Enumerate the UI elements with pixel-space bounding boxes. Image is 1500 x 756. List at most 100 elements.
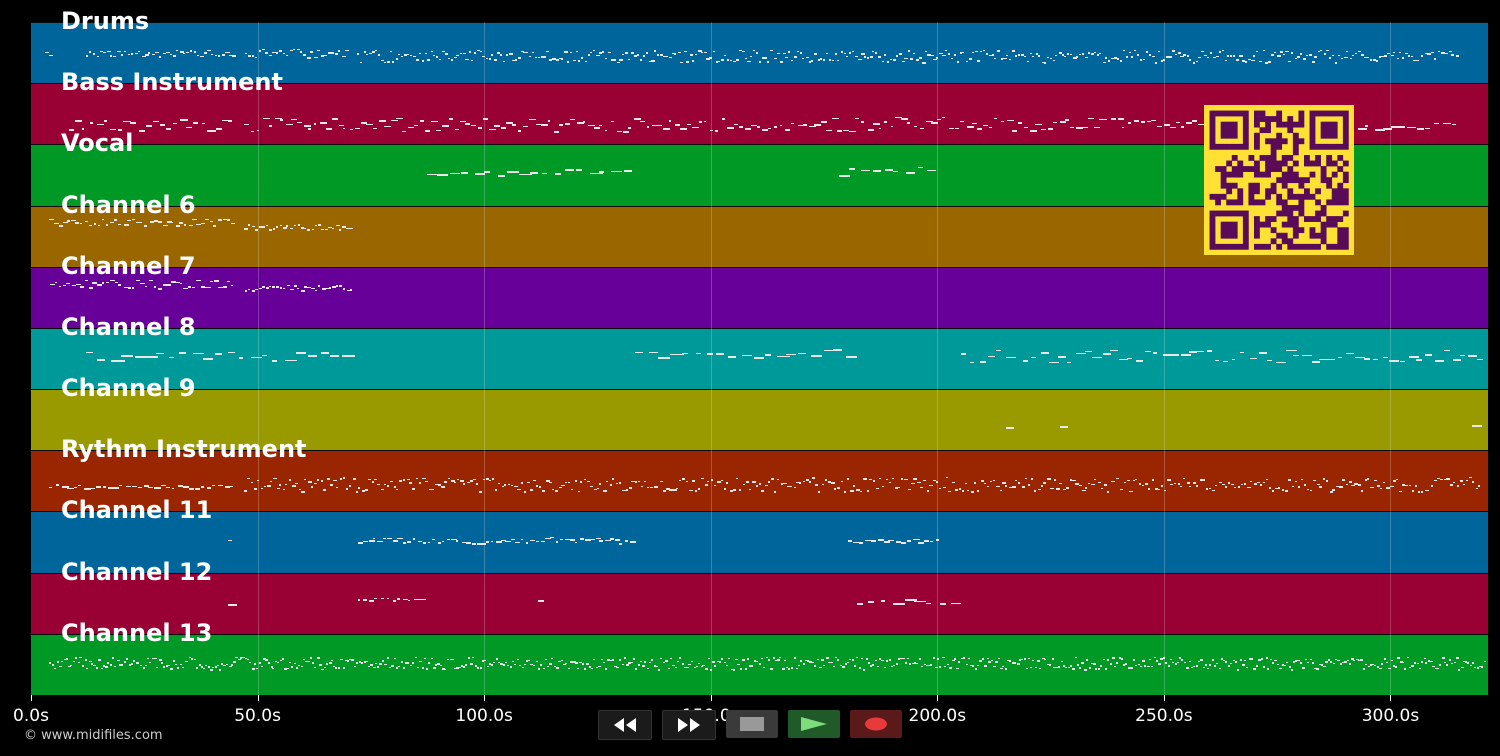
note <box>491 478 495 481</box>
track-11[interactable]: Channel 13 <box>31 621 1488 695</box>
track-10[interactable]: Channel 12 <box>31 560 1488 634</box>
note <box>97 224 101 226</box>
note <box>1280 50 1283 53</box>
note <box>412 487 416 490</box>
note <box>1067 361 1071 363</box>
note <box>147 486 153 488</box>
track-9[interactable]: Channel 11 <box>31 498 1488 573</box>
note <box>1418 668 1421 670</box>
note <box>827 661 831 663</box>
note <box>1049 58 1052 60</box>
note <box>1430 661 1433 663</box>
note <box>1207 57 1210 59</box>
note <box>870 540 877 543</box>
note <box>148 52 151 55</box>
note <box>1300 53 1303 56</box>
note <box>1285 51 1289 53</box>
note <box>258 287 262 289</box>
note <box>153 286 156 289</box>
note <box>539 664 542 667</box>
track-1[interactable]: Drums <box>31 9 1488 84</box>
note <box>1435 667 1438 669</box>
note <box>1370 59 1373 62</box>
track-6[interactable]: Channel 8 <box>31 315 1488 390</box>
note <box>1172 353 1179 356</box>
note <box>702 664 706 666</box>
note <box>1063 489 1067 491</box>
track-8[interactable]: Rythm Instrument <box>31 437 1488 512</box>
note <box>328 287 331 290</box>
note <box>881 486 884 488</box>
note <box>450 59 453 62</box>
note <box>956 668 959 670</box>
note <box>228 604 238 607</box>
note <box>867 128 874 131</box>
note <box>949 667 952 670</box>
note <box>474 665 477 667</box>
note <box>741 354 753 356</box>
note <box>555 666 559 669</box>
note <box>884 121 888 124</box>
tick-mark <box>31 695 32 701</box>
note <box>93 665 96 667</box>
note <box>1230 663 1233 665</box>
note <box>726 481 729 484</box>
note <box>735 659 738 661</box>
note <box>214 280 219 283</box>
note <box>1357 128 1367 131</box>
note <box>542 489 546 492</box>
track-5[interactable]: Channel 7 <box>31 254 1488 328</box>
note <box>1386 487 1391 490</box>
note <box>310 485 313 488</box>
note <box>279 659 282 661</box>
note <box>1119 59 1123 62</box>
note <box>1398 51 1401 53</box>
note <box>501 486 504 488</box>
note <box>1432 665 1435 667</box>
note <box>642 665 646 668</box>
note <box>849 659 852 661</box>
note <box>188 656 191 658</box>
note <box>121 663 124 666</box>
fast-forward-button[interactable] <box>662 710 716 740</box>
note <box>1207 668 1210 670</box>
track-7[interactable]: Channel 9 <box>31 376 1488 451</box>
note <box>1363 668 1366 671</box>
note <box>222 286 228 289</box>
note <box>604 130 608 132</box>
note <box>711 660 715 663</box>
note <box>282 489 286 491</box>
note <box>567 667 570 669</box>
note <box>521 51 525 53</box>
note <box>1035 123 1042 125</box>
note <box>175 224 180 227</box>
note <box>1214 665 1217 668</box>
rewind-button[interactable] <box>598 710 652 740</box>
stop-button[interactable] <box>726 710 778 738</box>
record-button[interactable] <box>850 710 902 738</box>
note <box>1281 664 1284 667</box>
note <box>1294 480 1297 482</box>
note <box>177 667 180 670</box>
note <box>214 666 217 669</box>
note <box>89 121 93 124</box>
note <box>537 57 541 59</box>
note <box>456 55 459 57</box>
note <box>564 539 571 541</box>
note <box>507 665 510 667</box>
play-button[interactable] <box>788 710 840 738</box>
note <box>212 667 215 669</box>
note <box>488 129 496 131</box>
note <box>935 481 938 483</box>
note <box>384 484 387 486</box>
note <box>169 356 175 358</box>
note <box>209 280 214 282</box>
note <box>1129 490 1133 492</box>
note <box>589 485 593 487</box>
note <box>930 663 933 666</box>
note <box>321 54 325 57</box>
note <box>1452 358 1462 361</box>
note <box>81 127 85 130</box>
note <box>1388 668 1392 670</box>
note <box>1355 52 1358 54</box>
